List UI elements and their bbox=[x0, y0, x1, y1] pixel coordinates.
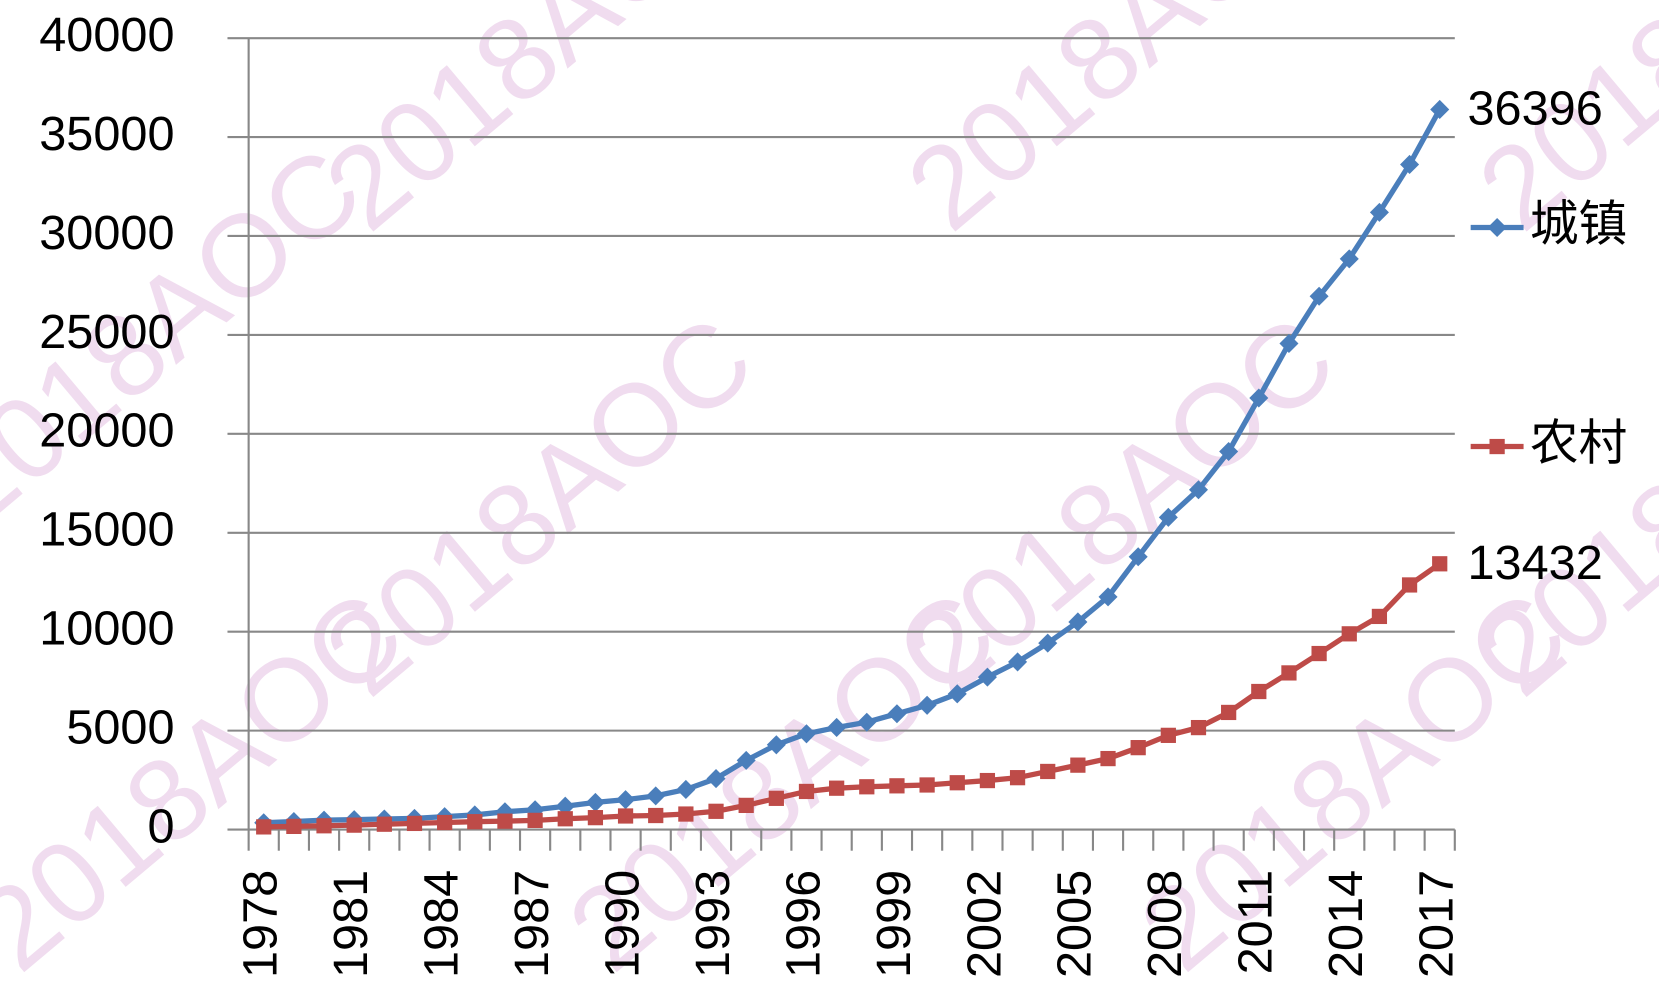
point bbox=[1430, 99, 1450, 119]
y-tick-label: 40000 bbox=[39, 8, 174, 62]
y-tick-label: 15000 bbox=[39, 503, 174, 557]
point bbox=[1221, 704, 1237, 721]
point bbox=[949, 775, 965, 791]
point bbox=[917, 695, 937, 715]
y-tick-label: 30000 bbox=[39, 206, 174, 260]
point bbox=[827, 717, 847, 737]
series-line bbox=[263, 561, 1442, 830]
point bbox=[1008, 652, 1028, 672]
point bbox=[616, 790, 636, 810]
point bbox=[467, 814, 483, 830]
x-tick-label: 1990 bbox=[595, 870, 649, 978]
y-tick-label: 5000 bbox=[66, 700, 174, 754]
point bbox=[1160, 727, 1176, 743]
point bbox=[1070, 757, 1086, 773]
x-tick-label: 1987 bbox=[505, 870, 559, 978]
x-tick-label: 1999 bbox=[867, 870, 921, 978]
point bbox=[1251, 683, 1267, 700]
point bbox=[1219, 441, 1239, 461]
point bbox=[738, 797, 754, 814]
point bbox=[1100, 750, 1116, 767]
x-tick-label: 2014 bbox=[1319, 870, 1373, 978]
point bbox=[977, 667, 997, 687]
point bbox=[617, 808, 634, 824]
x-tick-label: 1993 bbox=[686, 870, 740, 978]
x-tick-label: 1984 bbox=[414, 870, 468, 978]
point bbox=[527, 812, 543, 829]
point bbox=[1038, 633, 1058, 653]
legend-label: 农村 bbox=[1530, 416, 1627, 470]
x-tick-label: 1996 bbox=[776, 870, 830, 978]
point bbox=[1190, 719, 1207, 736]
point bbox=[497, 813, 513, 829]
legend-label: 城镇 bbox=[1530, 197, 1627, 251]
point bbox=[585, 792, 605, 812]
point bbox=[1040, 763, 1056, 780]
x-tick-label: 2011 bbox=[1229, 870, 1283, 975]
y-tick-label: 10000 bbox=[39, 602, 174, 656]
point bbox=[1311, 645, 1327, 662]
point bbox=[1130, 740, 1146, 756]
point bbox=[708, 803, 724, 819]
point bbox=[1487, 218, 1507, 238]
y-tick-label: 0 bbox=[148, 799, 175, 853]
point bbox=[706, 769, 726, 789]
y-tick-label: 20000 bbox=[39, 404, 174, 458]
series-line bbox=[263, 108, 1443, 826]
point bbox=[648, 807, 664, 824]
point bbox=[678, 806, 694, 822]
x-tick-label: 1981 bbox=[324, 870, 378, 978]
point bbox=[979, 772, 996, 789]
point bbox=[1098, 587, 1118, 607]
x-tick-label: 2017 bbox=[1410, 870, 1464, 978]
point bbox=[1249, 388, 1269, 408]
x-tick-label: 2005 bbox=[1048, 870, 1102, 978]
point bbox=[829, 780, 845, 796]
point bbox=[1309, 286, 1329, 306]
point bbox=[887, 704, 907, 724]
point bbox=[768, 790, 784, 806]
point bbox=[1279, 334, 1299, 354]
point bbox=[859, 779, 875, 795]
point bbox=[256, 819, 272, 835]
point bbox=[1009, 770, 1026, 786]
point bbox=[1489, 438, 1505, 455]
point bbox=[406, 815, 423, 832]
x-tick-label: 2002 bbox=[957, 870, 1011, 978]
x-tick-label: 2008 bbox=[1138, 870, 1192, 978]
point bbox=[919, 777, 935, 793]
point bbox=[889, 778, 905, 794]
point bbox=[1401, 577, 1418, 593]
point bbox=[1068, 612, 1088, 632]
point bbox=[376, 816, 392, 832]
point bbox=[346, 817, 362, 833]
point bbox=[676, 779, 696, 799]
end-label: 36396 bbox=[1467, 81, 1602, 135]
x-tick-label: 1978 bbox=[234, 870, 288, 978]
point bbox=[1432, 556, 1448, 572]
point bbox=[587, 810, 604, 826]
point bbox=[947, 684, 967, 704]
point bbox=[1371, 608, 1388, 625]
point bbox=[736, 750, 756, 770]
point bbox=[646, 786, 666, 806]
point bbox=[437, 814, 453, 831]
point bbox=[286, 818, 302, 835]
point bbox=[796, 724, 817, 744]
point bbox=[798, 783, 815, 800]
point bbox=[1341, 626, 1357, 642]
point bbox=[555, 796, 575, 816]
point bbox=[857, 712, 877, 732]
y-tick-label: 25000 bbox=[39, 305, 174, 359]
point bbox=[1281, 665, 1297, 681]
end-label: 13432 bbox=[1467, 536, 1602, 590]
y-tick-label: 35000 bbox=[39, 107, 174, 161]
point bbox=[766, 735, 786, 755]
point bbox=[316, 818, 332, 834]
point bbox=[557, 811, 573, 827]
